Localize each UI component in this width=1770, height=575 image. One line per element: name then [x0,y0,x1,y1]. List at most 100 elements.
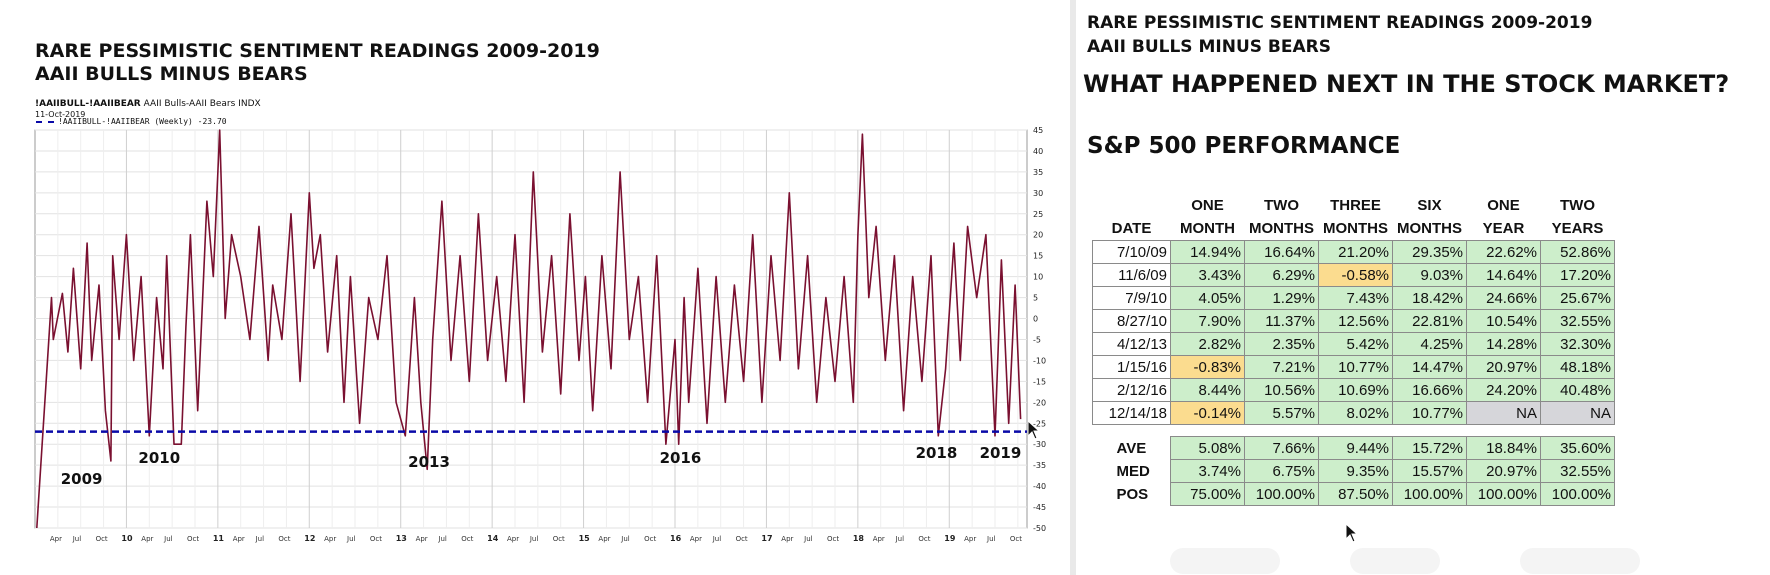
header-row-bottom: DATE MONTH MONTHS MONTHS MONTHS YEAR YEARS [1093,217,1615,241]
value-cell: 16.64% [1244,240,1319,264]
performance-heading: S&P 500 PERFORMANCE [1087,133,1401,159]
summary-value-cell: 100.00% [1540,482,1615,506]
year-annotation: 2009 [61,470,103,488]
column-header-top: TWO [1264,197,1299,214]
x-year-label: 12 [304,534,315,543]
right-subtitle: AAII BULLS MINUS BEARS [1087,37,1331,57]
x-month-label: Apr [507,535,519,543]
date-cell: 4/12/13 [1092,332,1171,356]
x-month-label: Apr [873,535,885,543]
table-row: 7/9/10 4.05% 1.29% 7.43% 18.42% 24.66% 25.67% [1092,286,1615,310]
x-month-label: Jul [986,535,996,543]
x-month-label: Oct [827,535,839,543]
year-annotation: 2019 [980,444,1022,462]
value-cell: 1.29% [1244,286,1319,310]
value-cell: -0.14% [1170,401,1245,425]
header-row-top: ONE TWO THREE SIX ONE TWO [1093,194,1615,217]
spacer-row [1093,425,1615,437]
value-cell: 2.35% [1244,332,1319,356]
x-month-label: Apr [233,535,245,543]
value-cell: 8.44% [1170,378,1245,402]
x-year-label: 18 [853,534,865,543]
question-heading: WHAT HAPPENED NEXT IN THE STOCK MARKET? [1083,70,1730,98]
column-header-top: SIX [1417,197,1442,214]
summary-value-cell: 35.60% [1540,436,1615,460]
value-cell: 18.42% [1392,286,1467,310]
x-year-label: 13 [396,534,407,543]
value-cell: 7.90% [1170,309,1245,333]
x-month-label: Jul [712,535,722,543]
x-month-label: Apr [598,535,610,543]
x-month-label: Jul [529,535,539,543]
x-month-label: Oct [96,535,108,543]
blurred-label [1170,548,1280,574]
date-cell: 11/6/09 [1092,263,1171,287]
value-cell: 22.62% [1466,240,1541,264]
table-row: 8/27/10 7.90% 11.37% 12.56% 22.81% 10.54% 32.5… [1092,309,1615,333]
y-tick-label: -15 [1033,377,1046,386]
x-month-label: Apr [416,535,428,543]
value-cell: 10.77% [1392,401,1467,425]
summary-label: AVE [1092,436,1171,460]
x-month-label: Jul [163,535,173,543]
chart-date: 11-Oct-2019 [35,110,86,119]
x-year-label: 19 [944,534,956,543]
year-annotation: 2016 [660,449,702,467]
x-month-label: Jul [895,535,905,543]
panel-divider [1070,0,1076,575]
y-tick-label: -40 [1033,482,1046,491]
value-cell: 40.48% [1540,378,1615,402]
value-cell: 10.69% [1318,378,1393,402]
table-row: 1/15/16 -0.83% 7.21% 10.77% 14.47% 20.97% 48.1… [1092,355,1615,379]
legend-swatch [36,121,54,123]
value-cell: 11.37% [1244,309,1319,333]
x-year-label: 16 [670,534,682,543]
date-cell: 7/9/10 [1092,286,1171,310]
symbol-code: !AAIIBULL-!AAIIBEAR [35,99,141,109]
value-cell: 24.66% [1466,286,1541,310]
table-row: 7/10/09 14.94% 16.64% 21.20% 29.35% 22.62% 52.… [1092,240,1615,264]
value-cell: 10.54% [1466,309,1541,333]
value-cell: 20.97% [1466,355,1541,379]
x-year-label: 15 [579,534,591,543]
value-cell: 21.20% [1318,240,1393,264]
y-tick-label: 35 [1033,168,1043,177]
x-month-label: Oct [918,535,930,543]
summary-label: POS [1092,482,1171,506]
value-cell: NA [1540,401,1615,425]
value-cell: 8.02% [1318,401,1393,425]
value-cell: 32.55% [1540,309,1615,333]
summary-value-cell: 100.00% [1392,482,1467,506]
summary-value-cell: 6.75% [1244,459,1319,483]
x-month-label: Jul [620,535,630,543]
x-month-label: Oct [1010,535,1022,543]
value-cell: 29.35% [1392,240,1467,264]
value-cell: 4.25% [1392,332,1467,356]
value-cell: 6.29% [1244,263,1319,287]
summary-value-cell: 15.72% [1392,436,1467,460]
table-body: 7/10/09 14.94% 16.64% 21.20% 29.35% 22.62% 52.… [1092,240,1615,506]
summary-value-cell: 87.50% [1318,482,1393,506]
summary-value-cell: 100.00% [1244,482,1319,506]
column-header: MONTHS [1397,220,1462,237]
x-month-label: Apr [781,535,793,543]
y-tick-label: -20 [1033,398,1046,407]
column-header: YEARS [1551,220,1604,237]
x-year-label: 14 [487,534,499,543]
chart-subtitle: AAII BULLS MINUS BEARS [35,63,308,85]
column-header: YEAR [1482,220,1525,237]
summary-value-cell: 9.44% [1318,436,1393,460]
summary-value-cell: 75.00% [1170,482,1245,506]
y-tick-label: -45 [1033,503,1046,512]
y-tick-label: -50 [1033,524,1046,533]
table-row: 11/6/09 3.43% 6.29% -0.58% 9.03% 14.64% 17.20% [1092,263,1615,287]
x-year-label: 11 [213,534,225,543]
blurred-label [1520,548,1640,574]
column-header: MONTHS [1323,220,1388,237]
y-tick-label: 10 [1033,273,1043,282]
year-annotation: 2010 [138,449,180,467]
y-tick-label: 40 [1033,147,1043,156]
x-month-label: Oct [644,535,656,543]
y-tick-label: 45 [1033,126,1043,135]
sentiment-chart: 45 40 35 30 25 20 15 10 5 0 -5 -10 -15 -20 -25 -30 -35 -4… [34,126,1046,543]
